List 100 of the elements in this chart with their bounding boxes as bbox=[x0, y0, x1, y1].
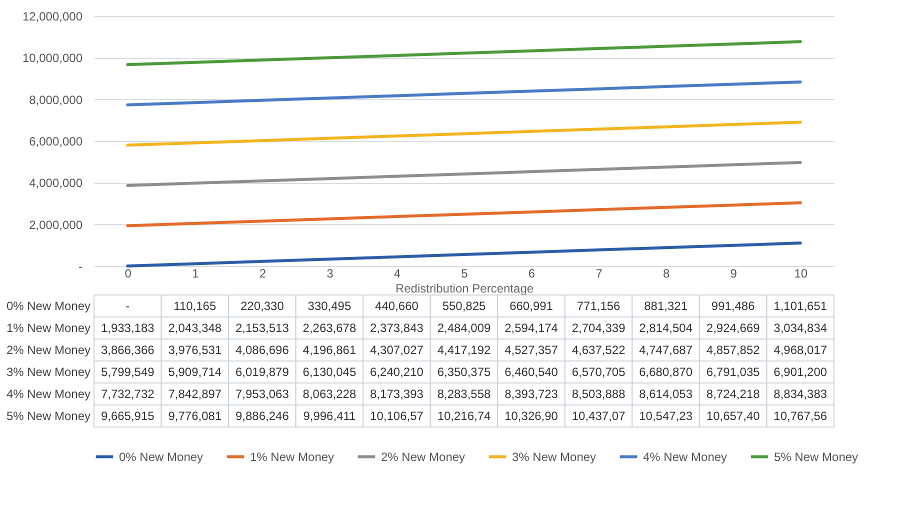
x-tick-label: 7 bbox=[596, 266, 603, 280]
data-label: 8,834,383 bbox=[774, 387, 828, 401]
data-label: 5,799,549 bbox=[100, 365, 155, 379]
x-tick-label: 10 bbox=[794, 266, 808, 280]
data-label: 2,704,339 bbox=[572, 321, 626, 335]
data-label: 4,196,861 bbox=[302, 343, 356, 357]
y-tick-label: 8,000,000 bbox=[29, 92, 83, 107]
x-tick-label: 1 bbox=[192, 266, 200, 280]
data-label: 2,814,504 bbox=[639, 321, 693, 335]
data-label: 10,437,07 bbox=[572, 409, 626, 423]
data-label: 9,886,246 bbox=[235, 409, 290, 423]
data-label: 5,909,714 bbox=[168, 365, 222, 379]
data-label: - bbox=[126, 299, 130, 313]
data-label: 4,086,696 bbox=[235, 343, 290, 357]
data-label: 550,825 bbox=[442, 299, 486, 313]
data-label: 991,486 bbox=[711, 299, 756, 313]
line-series bbox=[126, 161, 802, 187]
data-label: 4,307,027 bbox=[370, 343, 424, 357]
data-label: 6,130,045 bbox=[302, 365, 356, 379]
legend-label: 4% New Money bbox=[643, 450, 728, 464]
data-label: 9,665,915 bbox=[100, 409, 155, 423]
line-series bbox=[126, 80, 802, 106]
line-series bbox=[126, 201, 802, 228]
data-label: 3,034,834 bbox=[774, 321, 828, 335]
data-label: 10,767,56 bbox=[774, 409, 828, 423]
text: 2% New Money bbox=[6, 343, 90, 357]
x-tick-label: 3 bbox=[326, 266, 334, 280]
data-label: 4,747,687 bbox=[639, 343, 693, 357]
data-label: 2,153,513 bbox=[235, 321, 290, 335]
text: 3% New Money bbox=[6, 365, 90, 379]
y-tick-label: - bbox=[78, 260, 82, 274]
data-label: 8,503,888 bbox=[572, 387, 626, 401]
data-label: 8,063,228 bbox=[302, 387, 356, 401]
x-tick-label: 8 bbox=[662, 266, 670, 280]
data-label: 6,460,540 bbox=[504, 365, 558, 379]
y-tick-label: 4,000,000 bbox=[29, 176, 83, 190]
data-label: 4,417,192 bbox=[437, 343, 492, 357]
data-label: 7,842,897 bbox=[168, 387, 222, 401]
data-label: 8,614,053 bbox=[639, 387, 693, 401]
y-tick-label: 2,000,000 bbox=[29, 218, 83, 232]
data-label: 220,330 bbox=[240, 299, 284, 313]
data-label: 110,165 bbox=[174, 299, 216, 313]
data-label: 10,547,23 bbox=[639, 409, 693, 423]
line-series bbox=[126, 120, 802, 147]
data-label: 4,857,852 bbox=[706, 343, 760, 357]
data-label: 1,933,183 bbox=[100, 321, 155, 335]
legend-label: 0% New Money bbox=[119, 450, 204, 464]
data-label: 6,901,200 bbox=[774, 365, 828, 379]
text: 5% New Money bbox=[6, 409, 90, 423]
data-label: 10,216,74 bbox=[437, 409, 492, 423]
data-label: 2,043,348 bbox=[168, 321, 222, 335]
data-label: 7,953,063 bbox=[235, 387, 290, 401]
data-label: 7,732,732 bbox=[100, 387, 155, 401]
data-label: 330,495 bbox=[308, 299, 352, 313]
x-tick-label: 5 bbox=[461, 266, 468, 280]
data-label: 9,776,081 bbox=[168, 409, 222, 423]
data-label: 6,570,705 bbox=[572, 365, 626, 379]
data-label: 6,350,375 bbox=[437, 365, 492, 379]
data-label: 8,283,558 bbox=[437, 387, 492, 401]
data-label: 3,976,531 bbox=[168, 343, 222, 357]
text: 1% New Money bbox=[6, 321, 90, 335]
data-label: 2,594,174 bbox=[504, 321, 558, 335]
data-label: 1,101,651 bbox=[774, 299, 828, 313]
data-label: 2,373,843 bbox=[370, 321, 424, 335]
y-tick-label: 10,000,000 bbox=[22, 51, 83, 66]
y-tick-label: 6,000,000 bbox=[29, 134, 83, 148]
data-label: 8,393,723 bbox=[504, 387, 558, 401]
legend-label: 2% New Money bbox=[381, 450, 466, 464]
data-label: 6,019,879 bbox=[235, 365, 290, 379]
data-label: 2,484,009 bbox=[437, 321, 492, 335]
x-tick-label: 9 bbox=[730, 266, 738, 280]
x-axis-title: Redistribution Percentage bbox=[395, 282, 534, 296]
data-label: 9,996,411 bbox=[303, 409, 356, 423]
data-label: 2,263,678 bbox=[302, 321, 356, 335]
data-label: 8,724,218 bbox=[706, 387, 760, 401]
x-tick-label: 4 bbox=[394, 266, 401, 280]
data-label: 10,657,40 bbox=[706, 409, 760, 423]
data-label: 3,866,366 bbox=[100, 343, 155, 357]
data-label: 4,637,522 bbox=[572, 343, 626, 357]
x-tick-label: 6 bbox=[528, 266, 536, 280]
data-label: 2,924,669 bbox=[706, 321, 760, 335]
data-label: 4,968,017 bbox=[774, 343, 828, 357]
data-label: 4,527,357 bbox=[504, 343, 558, 357]
line-series bbox=[126, 40, 802, 66]
data-label: 771,156 bbox=[576, 299, 621, 313]
data-label: 8,173,393 bbox=[370, 387, 424, 401]
x-tick-label: 2 bbox=[259, 266, 266, 280]
y-tick-label: 12,000,000 bbox=[22, 10, 83, 24]
text: 0% New Money bbox=[6, 299, 90, 313]
data-label: 6,791,035 bbox=[706, 365, 760, 379]
data-label: 6,240,210 bbox=[370, 365, 424, 379]
legend-label: 3% New Money bbox=[512, 450, 596, 464]
data-label: 6,680,870 bbox=[639, 365, 693, 379]
data-label: 10,326,90 bbox=[504, 409, 558, 423]
legend-label: 1% New Money bbox=[250, 450, 334, 464]
data-label: 440,660 bbox=[375, 299, 419, 313]
legend-label: 5% New Money bbox=[774, 450, 858, 464]
text: 4% New Money bbox=[6, 387, 90, 401]
data-label: 660,991 bbox=[510, 299, 554, 313]
line-series bbox=[126, 242, 802, 268]
